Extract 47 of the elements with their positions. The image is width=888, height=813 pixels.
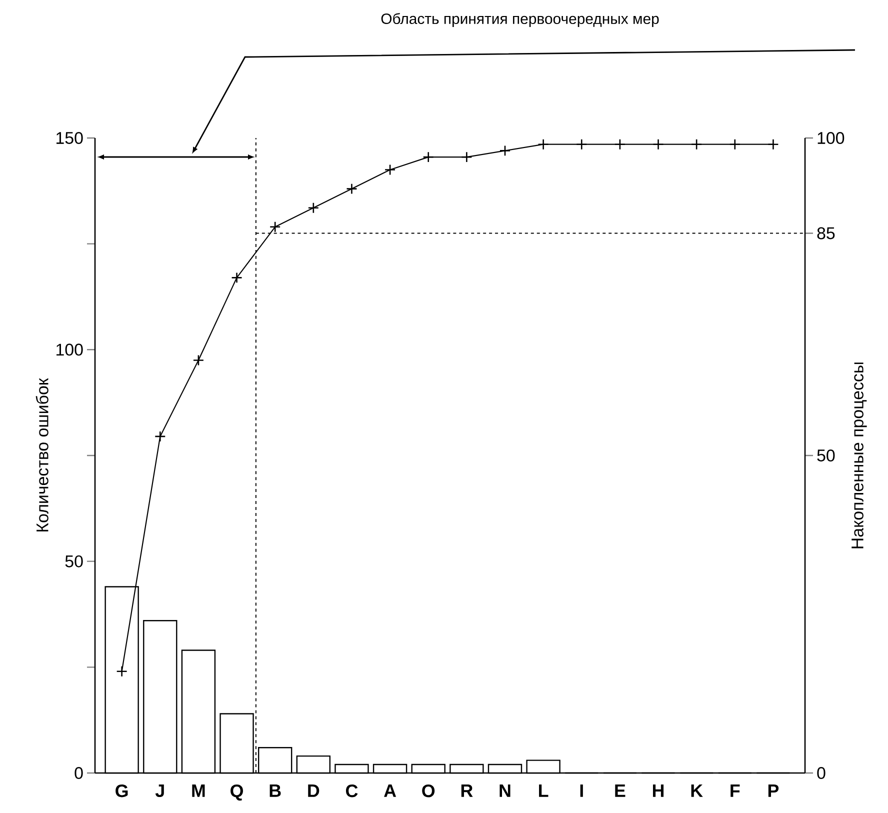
point <box>384 164 396 176</box>
x-tick-label: D <box>308 784 320 797</box>
y-tick-label: 0 <box>74 767 83 779</box>
x-tick-label: N <box>500 784 510 797</box>
x-tick-label: H <box>652 784 664 797</box>
point <box>538 138 549 150</box>
point <box>422 151 434 163</box>
x-tick-label: E <box>615 784 626 797</box>
y-tick-label: 100 <box>56 344 83 356</box>
y2-tick-label: 0 <box>817 767 826 779</box>
point <box>729 138 741 150</box>
x-tick-label: L <box>539 784 548 797</box>
point <box>192 354 204 366</box>
y2-tick-label: 100 <box>818 132 844 144</box>
y-axis-title: Количество ошибок <box>36 378 48 532</box>
x-tick-label: C <box>346 784 358 798</box>
point <box>116 666 128 678</box>
y2-tick-label: 85 <box>817 227 835 240</box>
point <box>768 138 779 150</box>
x-tick-label: P <box>768 784 779 797</box>
x-tick-label: M <box>192 784 205 797</box>
point <box>690 138 702 150</box>
point <box>614 138 626 150</box>
x-tick-label: K <box>691 784 703 797</box>
point <box>308 202 320 214</box>
x-tick-label: G <box>116 784 128 798</box>
y2-tick-label: 50 <box>817 450 835 462</box>
point <box>231 272 242 284</box>
point <box>576 138 588 150</box>
point <box>499 145 511 156</box>
point <box>461 151 472 163</box>
point <box>346 183 358 194</box>
x-tick-label: J <box>155 784 164 798</box>
x-tick-label: Q <box>230 784 243 801</box>
text: Область принятия первоочередных мер <box>381 12 659 28</box>
y-tick-label: 50 <box>65 555 83 568</box>
point <box>154 430 166 442</box>
x-tick-label: O <box>422 784 435 798</box>
point <box>269 221 281 233</box>
x-tick-label: B <box>270 784 281 797</box>
x-tick-label: I <box>580 784 583 797</box>
x-tick-label: F <box>730 784 740 797</box>
x-tick-label: R <box>461 784 473 797</box>
y2-axis-title: Накопленные процессы <box>852 362 867 548</box>
y-tick-label: 150 <box>56 132 83 144</box>
x-tick-label: A <box>384 784 396 797</box>
point <box>652 138 664 150</box>
